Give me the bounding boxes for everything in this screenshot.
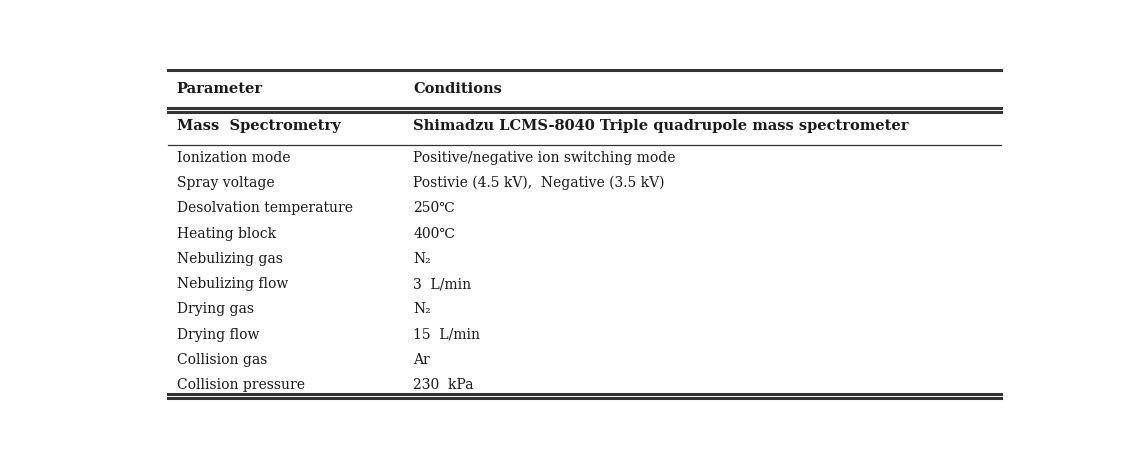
Text: Mass  Spectrometry: Mass Spectrometry	[177, 119, 341, 133]
Text: Conditions: Conditions	[413, 81, 503, 96]
Text: Nebulizing gas: Nebulizing gas	[177, 252, 283, 266]
Text: Spray voltage: Spray voltage	[177, 176, 274, 190]
Text: N₂: N₂	[413, 252, 431, 266]
Text: Postivie (4.5 kV),  Negative (3.5 kV): Postivie (4.5 kV), Negative (3.5 kV)	[413, 176, 664, 190]
Text: 230  kPa: 230 kPa	[413, 378, 474, 392]
Text: Heating block: Heating block	[177, 227, 276, 241]
Text: 3  L/min: 3 L/min	[413, 277, 472, 291]
Text: Parameter: Parameter	[177, 81, 263, 96]
Text: Collision gas: Collision gas	[177, 353, 267, 367]
Text: Drying flow: Drying flow	[177, 328, 259, 342]
Text: 400℃: 400℃	[413, 227, 455, 241]
Text: Desolvation temperature: Desolvation temperature	[177, 201, 352, 215]
Text: Shimadzu LCMS-8040 Triple quadrupole mass spectrometer: Shimadzu LCMS-8040 Triple quadrupole mas…	[413, 119, 909, 133]
Text: Ionization mode: Ionization mode	[177, 151, 290, 165]
Text: 15  L/min: 15 L/min	[413, 328, 480, 342]
Text: Collision pressure: Collision pressure	[177, 378, 305, 392]
Text: Drying gas: Drying gas	[177, 302, 254, 316]
Text: N₂: N₂	[413, 302, 431, 316]
Text: Ar: Ar	[413, 353, 430, 367]
Text: Nebulizing flow: Nebulizing flow	[177, 277, 288, 291]
Text: Positive/negative ion switching mode: Positive/negative ion switching mode	[413, 151, 676, 165]
Text: 250℃: 250℃	[413, 201, 455, 215]
